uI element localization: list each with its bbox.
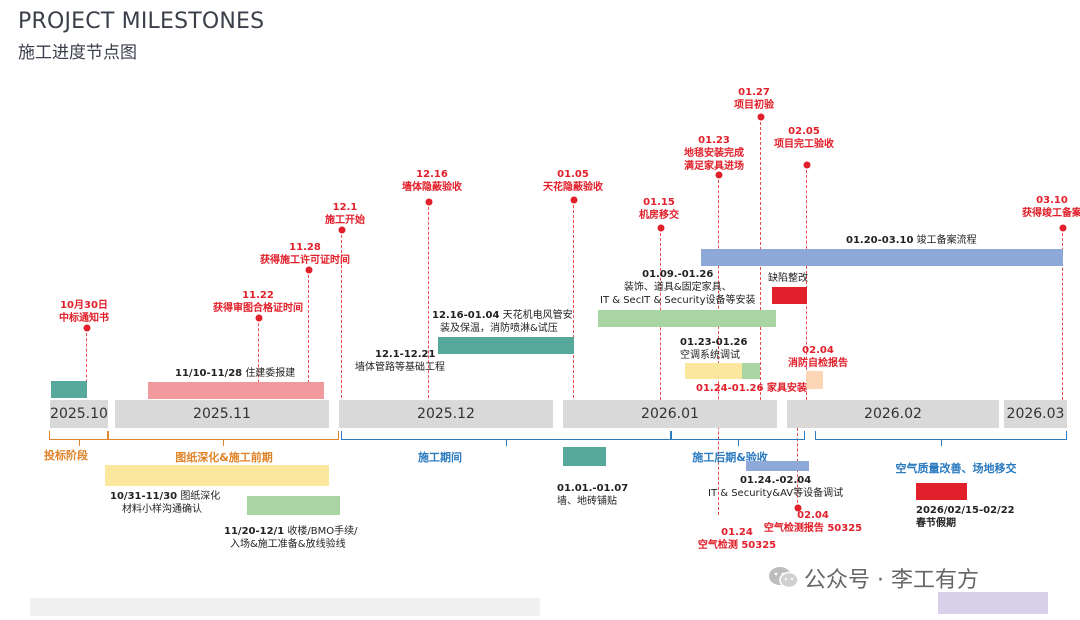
milestone-dot-1122 [255,314,263,322]
task-1120: 11/20-12/1 收楼/BMO手续/ 入场&施工准备&放线验线 [224,526,358,550]
phase-construction: 施工期间 [418,451,462,464]
milestone-dot-0105 [570,196,578,204]
milestone-0204-air-report: 02.04 空气检测报告 50325 [763,510,863,534]
task-0120: 01.20-03.10 竣工备案流程 [846,235,977,246]
milestone-line-1128 [308,270,309,398]
milestone-0105: 01.05 天花隐蔽验收 [543,169,603,193]
month-2025-12: 2025.12 [339,400,553,428]
wechat-icon [769,567,799,589]
milestone-0205: 02.05 项目完工验收 [774,126,834,150]
milestone-line-0123 [718,175,719,515]
milestone-dot-0123 [715,171,723,179]
page-title: PROJECT MILESTONES [18,9,265,34]
task-0124: 01.24-01.26 家具安装 [696,383,807,394]
phase-bracket-design [107,431,339,446]
milestone-1201: 12.1 施工开始 [325,202,365,226]
milestone-dot-0310 [1059,224,1067,232]
task-holiday: 2026/02/15-02/22 春节假期 [916,505,1015,529]
task-0123: 01.23-01.26 空调系统调试 [680,337,748,361]
task-defect: 缺陷整改 [768,273,808,284]
bar-1110-1128 [148,382,324,399]
task-0109: 01.09.-01.26 装饰、道具&固定家具、 IT & SecIT & Se… [600,269,756,306]
task-0124b: 01.24.-02.04 IT & Security&AV等设备调试 [708,475,844,499]
phase-bracket-late [671,431,805,446]
milestone-0127: 01.27 项目初验 [734,87,774,111]
month-2026-03: 2026.03 [1004,400,1067,428]
bar-0101-0107 [563,447,606,466]
bar-1031-1130 [105,465,329,486]
phase-late: 施工后期&验收 [692,451,768,464]
milestone-0123: 01.23 地毯安装完成 满足家具进场 [684,135,744,172]
milestone-dot-1030 [83,324,91,332]
bar-0109-0126 [598,310,776,327]
milestone-dot-1128 [305,266,313,274]
milestone-dot-0127 [757,113,765,121]
phase-bracket-bid [49,431,109,446]
blurred-footer-left [30,598,540,616]
phase-air: 空气质量改善、场地移交 [895,462,1017,475]
milestone-1128: 11.28 获得施工许可证时间 [260,242,350,266]
milestone-dot-1201 [338,226,346,234]
task-1110: 11/10-11/28 住建委报建 [175,368,296,379]
milestone-line-1201 [341,230,342,418]
task-0101: 01.01.-01.07 墙、地砖铺贴 [557,483,629,507]
bar-0124-0126 [742,363,760,379]
milestone-0115: 01.15 机房移交 [639,197,679,221]
month-2026-01: 2026.01 [563,400,777,428]
phase-bid: 投标阶段 [44,449,88,462]
milestone-1216: 12.16 墙体隐蔽验收 [402,169,462,193]
bar-0124-0204 [746,461,809,471]
bar-bid [51,381,87,398]
milestone-line-1122 [258,318,259,398]
watermark-text: 公众号 · 李工有方 [804,568,979,593]
month-2026-02: 2026.02 [787,400,999,428]
milestone-line-1030 [86,328,87,398]
milestone-0124-air: 01.24 空气检测 50325 [697,527,777,551]
bar-holiday [916,483,967,500]
blurred-footer-right [938,592,1048,614]
milestone-1122: 11.22 获得审图合格证时间 [213,290,303,314]
phase-bracket-air [815,431,1067,446]
bar-0123-0126 [685,363,742,379]
bar-1216-0104 [438,337,574,354]
milestone-dot-1216 [425,198,433,206]
milestone-dot-0205 [803,161,811,169]
phase-bracket-construction [341,431,671,446]
month-2025-10: 2025.10 [50,400,108,428]
milestone-0204-fire: 02.04 消防自检报告 [788,345,848,369]
page-subtitle: 施工进度节点图 [18,43,137,63]
milestone-line-0310 [1062,228,1063,400]
phase-design: 图纸深化&施工前期 [175,451,273,464]
month-2025-11: 2025.11 [115,400,329,428]
milestone-0310: 03.10 获得竣工备案 [1022,195,1080,219]
bar-fire-report [806,371,823,389]
milestone-line-0105 [573,200,574,398]
bar-defect [772,287,807,304]
task-1031: 10/31-11/30 图纸深化 材料小样沟通确认 [110,491,221,515]
task-1216: 12.16-01.04 天花机电风管安 装及保温，消防喷淋&试压 [432,310,573,334]
bar-0120-0310 [701,249,1063,266]
milestone-dot-0115 [657,224,665,232]
task-1201: 12.1-12.21 墙体管路等基础工程 [355,349,445,373]
milestone-dot-0204 [794,504,802,512]
bar-1120-1201 [247,496,340,515]
milestone-1030: 10月30日 中标通知书 [59,300,109,324]
milestone-line-0205 [806,165,807,400]
milestone-line-1216 [428,202,429,398]
